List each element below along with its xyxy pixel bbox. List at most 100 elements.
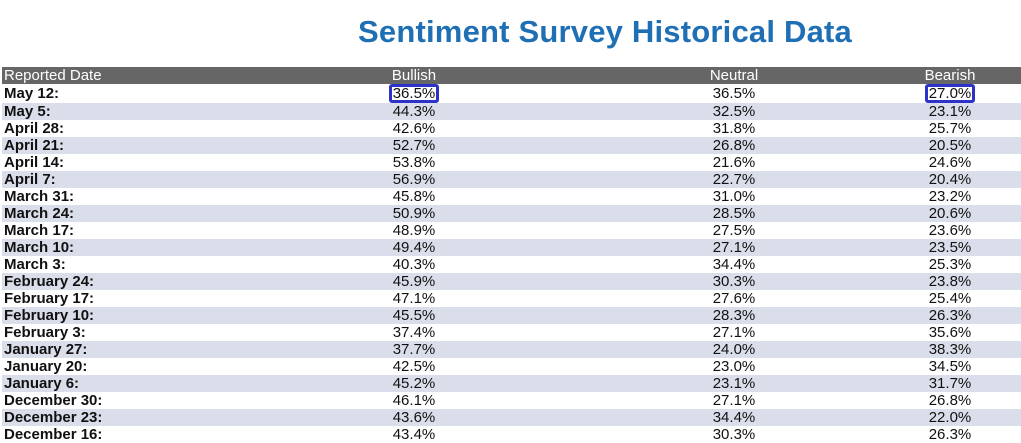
date-cell: January 27:	[4, 341, 88, 358]
date-cell: February 17:	[4, 290, 95, 307]
bearish-cell: 23.1%	[928, 103, 972, 120]
table-row: March 31: 45.8% 31.0% 23.2%	[2, 188, 1021, 205]
bullish-cell: 46.1%	[392, 392, 436, 409]
neutral-cell: 30.3%	[712, 273, 756, 290]
bullish-cell: 45.5%	[392, 307, 436, 324]
table-row: January 6: 45.2% 23.1% 31.7%	[2, 375, 1021, 392]
neutral-cell: 32.5%	[712, 103, 756, 120]
date-cell: April 7:	[4, 171, 56, 188]
date-cell: January 6:	[4, 375, 80, 392]
neutral-cell: 28.5%	[712, 205, 756, 222]
bullish-cell: 44.3%	[392, 103, 436, 120]
neutral-cell: 27.5%	[712, 222, 756, 239]
date-cell: January 20:	[4, 358, 88, 375]
date-cell: March 24:	[4, 205, 75, 222]
neutral-cell: 27.1%	[712, 239, 756, 256]
bearish-cell: 20.6%	[928, 205, 972, 222]
bearish-cell: 25.7%	[928, 120, 972, 137]
bearish-cell: 23.2%	[928, 188, 972, 205]
table-row: April 14: 53.8% 21.6% 24.6%	[2, 154, 1021, 171]
neutral-cell: 36.5%	[712, 84, 756, 102]
date-cell: February 3:	[4, 324, 86, 341]
table-row: March 24: 50.9% 28.5% 20.6%	[2, 205, 1021, 222]
table-row: January 20: 42.5% 23.0% 34.5%	[2, 358, 1021, 375]
bullish-cell: 37.7%	[392, 341, 436, 358]
neutral-cell: 34.4%	[712, 409, 756, 426]
bearish-cell: 23.6%	[928, 222, 972, 239]
column-header-bearish: Bearish	[924, 67, 976, 84]
neutral-cell: 21.6%	[712, 154, 756, 171]
neutral-cell: 34.4%	[712, 256, 756, 273]
bearish-cell: 31.7%	[928, 375, 972, 392]
highlighted-value: 36.5%	[388, 84, 440, 103]
bearish-cell: 20.4%	[928, 171, 972, 188]
table-row: December 23: 43.6% 34.4% 22.0%	[2, 409, 1021, 426]
bearish-cell: 23.5%	[928, 239, 972, 256]
bearish-cell: 25.4%	[928, 290, 972, 307]
neutral-cell: 26.8%	[712, 137, 756, 154]
date-cell: April 14:	[4, 154, 65, 171]
date-cell: April 21:	[4, 137, 65, 154]
bearish-cell: 25.3%	[928, 256, 972, 273]
bullish-cell: 53.8%	[392, 154, 436, 171]
date-cell: April 28:	[4, 120, 65, 137]
neutral-cell: 24.0%	[712, 341, 756, 358]
date-cell: March 3:	[4, 256, 66, 273]
bullish-cell: 45.8%	[392, 188, 436, 205]
neutral-cell: 28.3%	[712, 307, 756, 324]
table-header: Reported Date Bullish Neutral Bearish	[2, 67, 1021, 84]
date-cell: March 17:	[4, 222, 75, 239]
column-header-bullish: Bullish	[391, 67, 437, 84]
table-row: December 16: 43.4% 30.3% 26.3%	[2, 426, 1021, 443]
table-row: February 17: 47.1% 27.6% 25.4%	[2, 290, 1021, 307]
bearish-cell: 22.0%	[928, 409, 972, 426]
neutral-cell: 27.1%	[712, 392, 756, 409]
date-cell: December 16:	[4, 426, 103, 443]
bullish-cell: 37.4%	[392, 324, 436, 341]
bullish-cell: 42.6%	[392, 120, 436, 137]
neutral-cell: 27.6%	[712, 290, 756, 307]
neutral-cell: 23.0%	[712, 358, 756, 375]
date-cell: December 30:	[4, 392, 103, 409]
bullish-cell: 49.4%	[392, 239, 436, 256]
neutral-cell: 30.3%	[712, 426, 756, 443]
bullish-cell: 40.3%	[392, 256, 436, 273]
table-row: March 17: 48.9% 27.5% 23.6%	[2, 222, 1021, 239]
date-cell: May 12:	[4, 84, 60, 102]
table-row: April 21: 52.7% 26.8% 20.5%	[2, 137, 1021, 154]
table-row: April 28: 42.6% 31.8% 25.7%	[2, 120, 1021, 137]
date-cell: March 31:	[4, 188, 75, 205]
bearish-cell: 26.3%	[928, 426, 972, 443]
bullish-cell: 43.4%	[392, 426, 436, 443]
bullish-cell: 36.5%	[239, 84, 589, 103]
bullish-cell: 45.9%	[392, 273, 436, 290]
date-cell: February 10:	[4, 307, 95, 324]
bearish-cell: 38.3%	[928, 341, 972, 358]
neutral-cell: 27.1%	[712, 324, 756, 341]
neutral-cell: 31.8%	[712, 120, 756, 137]
bearish-cell: 26.3%	[928, 307, 972, 324]
bullish-cell: 48.9%	[392, 222, 436, 239]
bullish-cell: 56.9%	[392, 171, 436, 188]
bullish-cell: 47.1%	[392, 290, 436, 307]
column-header-reported-date: Reported Date	[4, 67, 102, 84]
table-row: February 3: 37.4% 27.1% 35.6%	[2, 324, 1021, 341]
table-body: May 12: 36.5% 36.5% 27.0% May 5: 44.3% 32.5% 23…	[2, 84, 1021, 443]
date-cell: March 10:	[4, 239, 75, 256]
date-cell: May 5:	[4, 103, 51, 120]
date-cell: February 24:	[4, 273, 95, 290]
highlighted-value: 27.0%	[924, 84, 976, 103]
date-cell: December 23:	[4, 409, 103, 426]
table-row: April 7: 56.9% 22.7% 20.4%	[2, 171, 1021, 188]
bullish-cell: 50.9%	[392, 205, 436, 222]
bearish-cell: 23.8%	[928, 273, 972, 290]
header-row: Reported Date Bullish Neutral Bearish	[2, 67, 1021, 84]
table-row: February 10: 45.5% 28.3% 26.3%	[2, 307, 1021, 324]
neutral-cell: 23.1%	[712, 375, 756, 392]
bullish-cell: 43.6%	[392, 409, 436, 426]
neutral-cell: 31.0%	[712, 188, 756, 205]
bearish-cell: 24.6%	[928, 154, 972, 171]
bullish-cell: 42.5%	[392, 358, 436, 375]
table-row: February 24: 45.9% 30.3% 23.8%	[2, 273, 1021, 290]
bullish-cell: 45.2%	[392, 375, 436, 392]
